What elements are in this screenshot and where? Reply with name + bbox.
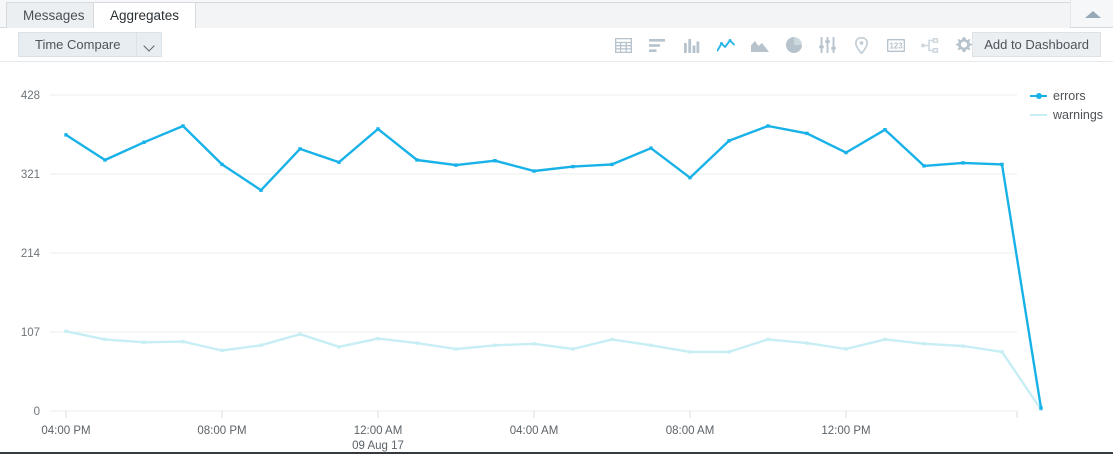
data-point[interactable] xyxy=(337,160,341,164)
time-compare-control[interactable]: Time Compare xyxy=(18,32,163,57)
data-point[interactable] xyxy=(922,342,926,346)
data-point[interactable] xyxy=(181,339,185,344)
area-chart-icon[interactable] xyxy=(750,36,769,55)
data-point[interactable] xyxy=(493,159,497,163)
data-point[interactable] xyxy=(649,343,653,347)
number-box-icon[interactable]: 123 xyxy=(886,36,905,55)
data-point[interactable] xyxy=(142,340,146,345)
data-point[interactable] xyxy=(961,344,965,348)
data-point[interactable] xyxy=(532,342,536,346)
x-axis-date-label: 09 Aug 17 xyxy=(352,440,404,452)
data-point[interactable] xyxy=(727,350,731,354)
legend-label-errors: errors xyxy=(1053,88,1086,103)
data-point[interactable] xyxy=(766,124,770,128)
x-axis-tick-label: 12:00 AM xyxy=(354,425,403,437)
time-compare-label[interactable]: Time Compare xyxy=(18,32,137,57)
data-point[interactable] xyxy=(805,341,809,345)
chevron-down-icon[interactable] xyxy=(136,32,163,57)
data-point[interactable] xyxy=(298,332,302,336)
data-point[interactable] xyxy=(805,131,809,136)
x-axis-tick-label: 04:00 AM xyxy=(510,425,559,437)
line-chart-icon[interactable] xyxy=(716,36,735,55)
tab-aggregates[interactable]: Aggregates xyxy=(93,2,197,28)
data-point[interactable] xyxy=(493,343,497,347)
legend-item-errors[interactable]: errors xyxy=(1030,86,1113,105)
svg-text:123: 123 xyxy=(889,41,903,50)
tab-bar: Messages Aggregates xyxy=(0,0,1113,28)
data-point[interactable] xyxy=(415,158,419,162)
data-point[interactable] xyxy=(220,162,224,167)
data-point[interactable] xyxy=(259,188,263,192)
data-point[interactable] xyxy=(961,161,965,165)
data-point[interactable] xyxy=(103,337,107,342)
data-point[interactable] xyxy=(376,336,380,341)
legend-swatch-errors xyxy=(1030,91,1047,101)
table-icon[interactable] xyxy=(614,36,633,55)
data-point[interactable] xyxy=(454,163,458,167)
data-point[interactable] xyxy=(688,175,692,180)
chart-container: 0 107 214 321 428 04:00 PM 08:00 PM 12:00 AM 09 … xyxy=(0,62,1113,452)
visualization-type-icons: 123 xyxy=(614,28,973,62)
sliders-icon[interactable] xyxy=(818,36,837,55)
data-point[interactable] xyxy=(1000,162,1004,167)
data-point[interactable] xyxy=(883,337,887,342)
data-point[interactable] xyxy=(532,169,536,173)
horizontal-bar-icon[interactable] xyxy=(648,36,667,55)
data-point[interactable] xyxy=(220,348,224,353)
data-point[interactable] xyxy=(844,347,848,351)
data-point[interactable] xyxy=(64,329,68,333)
tree-nodes-icon[interactable] xyxy=(920,36,939,55)
data-point[interactable] xyxy=(571,164,575,169)
caret-up-icon xyxy=(1085,11,1101,18)
legend-swatch-warnings xyxy=(1030,110,1047,120)
gear-icon[interactable] xyxy=(954,36,973,55)
x-axis-tick-label: 08:00 PM xyxy=(197,425,246,437)
y-axis-tick-label: 107 xyxy=(21,327,40,339)
data-point[interactable] xyxy=(181,124,185,128)
tab-messages[interactable]: Messages xyxy=(6,2,102,28)
data-point[interactable] xyxy=(610,337,614,342)
series-errors[interactable] xyxy=(64,124,1043,410)
chart-toolbar: Time Compare xyxy=(0,28,1113,62)
pie-chart-icon[interactable] xyxy=(784,36,803,55)
data-point[interactable] xyxy=(883,128,887,132)
data-point[interactable] xyxy=(649,146,653,150)
data-point[interactable] xyxy=(64,133,68,137)
x-axis-tick-label: 12:00 PM xyxy=(821,425,870,437)
data-point[interactable] xyxy=(610,162,614,167)
chart-legend: errors warnings xyxy=(1030,86,1113,124)
data-point[interactable] xyxy=(103,158,107,162)
data-point[interactable] xyxy=(1039,406,1043,410)
add-to-dashboard-button[interactable]: Add to Dashboard xyxy=(972,32,1101,57)
data-point[interactable] xyxy=(571,347,575,351)
data-point[interactable] xyxy=(376,127,380,131)
vertical-bar-icon[interactable] xyxy=(682,36,701,55)
data-point[interactable] xyxy=(142,140,146,144)
map-pin-icon[interactable] xyxy=(852,36,871,55)
data-point[interactable] xyxy=(337,345,341,349)
data-point[interactable] xyxy=(1000,350,1004,354)
collapse-panel-button[interactable] xyxy=(1070,0,1113,27)
data-point[interactable] xyxy=(259,343,263,347)
data-point[interactable] xyxy=(415,341,419,345)
y-axis-tick-label: 0 xyxy=(34,406,40,418)
series-warnings[interactable] xyxy=(64,329,1043,412)
data-point[interactable] xyxy=(688,350,692,354)
data-point[interactable] xyxy=(727,139,731,143)
legend-item-warnings[interactable]: warnings xyxy=(1030,105,1113,124)
x-axis-tick-label: 08:00 AM xyxy=(666,425,715,437)
y-axis-tick-label: 428 xyxy=(21,90,40,102)
x-axis-tick-label: 04:00 PM xyxy=(41,425,90,437)
data-point[interactable] xyxy=(454,347,458,351)
y-axis-tick-label: 321 xyxy=(21,169,40,181)
legend-label-warnings: warnings xyxy=(1053,107,1104,122)
tab-bar-filler xyxy=(175,2,1070,28)
data-point[interactable] xyxy=(766,337,770,342)
line-chart[interactable]: 0 107 214 321 428 04:00 PM 08:00 PM 12:00 AM 09 … xyxy=(0,62,1113,452)
y-axis-tick-label: 214 xyxy=(21,248,41,260)
data-point[interactable] xyxy=(922,164,926,168)
data-point[interactable] xyxy=(844,150,848,155)
data-point[interactable] xyxy=(298,147,302,151)
